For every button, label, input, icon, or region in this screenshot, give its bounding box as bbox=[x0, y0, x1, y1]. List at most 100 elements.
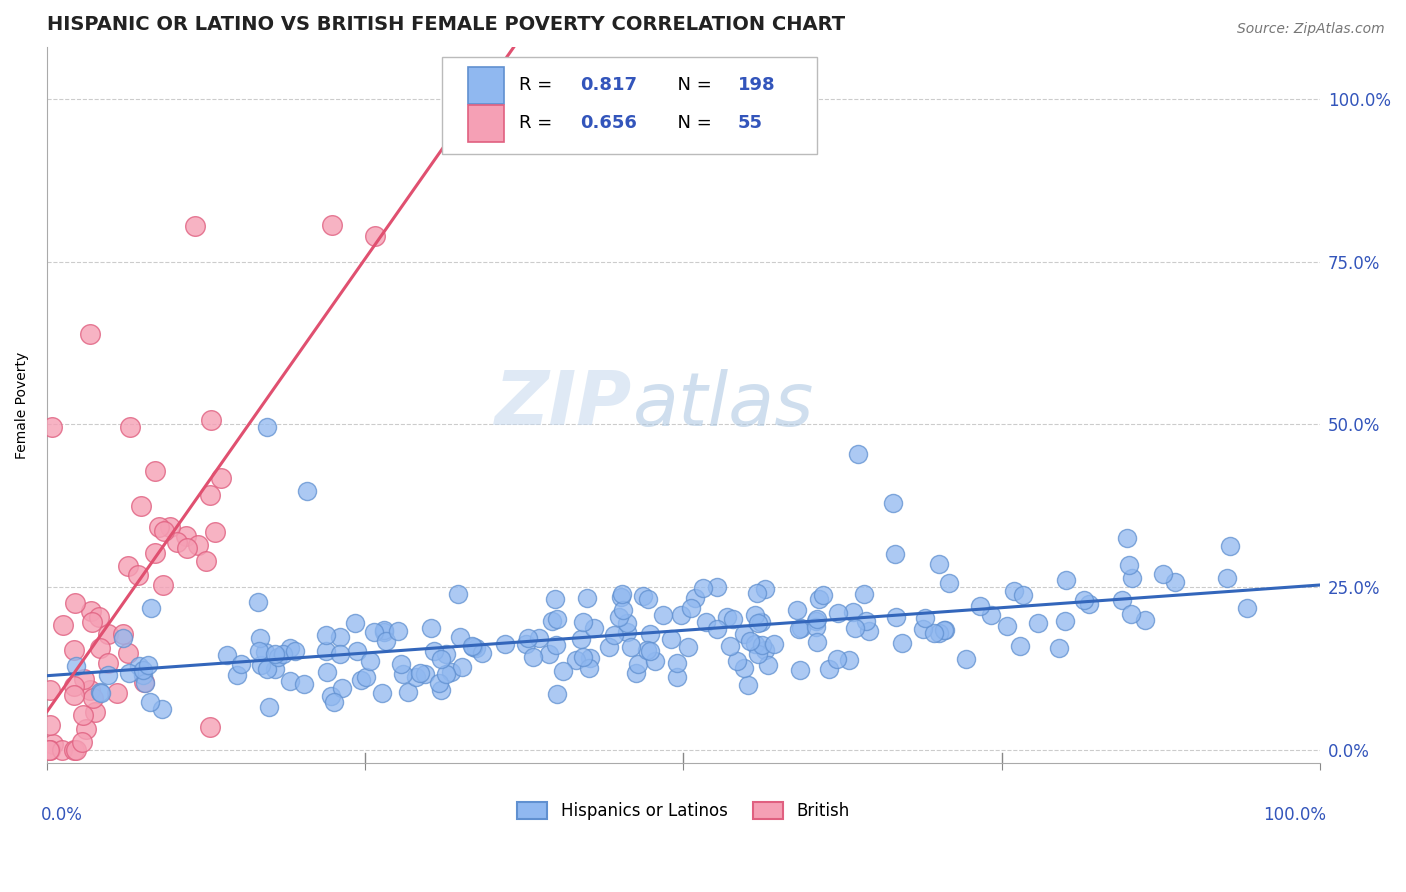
Point bbox=[1047, 640, 1070, 655]
Point bbox=[725, 654, 748, 668]
Point bbox=[683, 591, 706, 605]
Point bbox=[256, 662, 278, 676]
FancyBboxPatch shape bbox=[468, 67, 503, 104]
Point bbox=[65, 743, 87, 757]
Point bbox=[321, 689, 343, 703]
Point bbox=[1078, 598, 1101, 612]
Point bbox=[375, 633, 398, 648]
Point bbox=[582, 622, 605, 636]
Point bbox=[756, 657, 779, 672]
Point bbox=[638, 627, 661, 641]
Point bbox=[546, 612, 568, 626]
Point bbox=[1111, 593, 1133, 607]
Point bbox=[117, 559, 139, 574]
Point bbox=[97, 668, 120, 682]
Point bbox=[578, 661, 600, 675]
Text: HISPANIC OR LATINO VS BRITISH FEMALE POVERTY CORRELATION CHART: HISPANIC OR LATINO VS BRITISH FEMALE POV… bbox=[46, 15, 845, 34]
Point bbox=[128, 659, 150, 673]
Point bbox=[413, 667, 436, 681]
Point bbox=[267, 650, 290, 665]
Point bbox=[607, 609, 630, 624]
Point bbox=[790, 621, 813, 635]
Point bbox=[63, 743, 86, 757]
Point bbox=[695, 615, 717, 629]
Point bbox=[447, 586, 470, 600]
Point bbox=[515, 637, 537, 651]
Point bbox=[1121, 571, 1143, 585]
Point bbox=[1054, 614, 1077, 628]
Point bbox=[264, 662, 287, 676]
Point bbox=[63, 679, 86, 693]
Point bbox=[747, 616, 769, 631]
Point bbox=[636, 643, 658, 657]
Point bbox=[211, 471, 233, 485]
Point bbox=[39, 717, 62, 731]
Point bbox=[97, 656, 120, 670]
Point bbox=[461, 640, 484, 654]
Point bbox=[1164, 574, 1187, 589]
Point bbox=[692, 581, 714, 595]
Point bbox=[749, 615, 772, 629]
Point bbox=[912, 622, 935, 636]
Point bbox=[955, 652, 977, 666]
Point bbox=[517, 631, 540, 645]
Point bbox=[938, 576, 960, 591]
Point bbox=[65, 596, 87, 610]
Point bbox=[152, 702, 174, 716]
Point bbox=[38, 743, 60, 757]
Point bbox=[786, 603, 808, 617]
Point bbox=[315, 665, 337, 679]
Point bbox=[80, 615, 103, 630]
Point bbox=[105, 686, 128, 700]
Point bbox=[578, 650, 600, 665]
Point bbox=[529, 631, 551, 645]
Point bbox=[610, 587, 633, 601]
Point bbox=[928, 625, 950, 640]
Point bbox=[932, 623, 955, 637]
Point bbox=[42, 737, 65, 751]
Point bbox=[541, 614, 564, 628]
Point bbox=[1216, 571, 1239, 585]
Text: R =: R = bbox=[519, 77, 558, 95]
Point bbox=[278, 673, 301, 688]
Point bbox=[65, 658, 87, 673]
Point bbox=[855, 615, 877, 629]
Point bbox=[356, 670, 378, 684]
Point bbox=[132, 663, 155, 677]
Point bbox=[396, 685, 419, 699]
Point bbox=[721, 612, 744, 626]
Point bbox=[762, 637, 785, 651]
Point bbox=[637, 591, 659, 606]
Point bbox=[70, 735, 93, 749]
Text: Source: ZipAtlas.com: Source: ZipAtlas.com bbox=[1237, 22, 1385, 37]
Point bbox=[82, 690, 104, 705]
Point bbox=[665, 656, 688, 670]
Point bbox=[363, 625, 385, 640]
Point bbox=[231, 657, 253, 672]
Point bbox=[1073, 593, 1095, 607]
Point bbox=[891, 635, 914, 649]
Point bbox=[127, 567, 149, 582]
Point bbox=[825, 652, 848, 666]
Point bbox=[186, 538, 208, 552]
Point bbox=[387, 624, 409, 638]
Point bbox=[886, 609, 908, 624]
Point bbox=[63, 688, 86, 702]
Point bbox=[612, 603, 634, 617]
Point bbox=[564, 653, 586, 667]
Point bbox=[204, 525, 226, 540]
Point bbox=[546, 687, 568, 701]
Point bbox=[681, 601, 703, 615]
Point bbox=[132, 674, 155, 689]
Point bbox=[87, 610, 110, 624]
Point bbox=[329, 647, 352, 661]
Point bbox=[264, 647, 287, 661]
Point bbox=[271, 647, 294, 661]
Point bbox=[120, 419, 142, 434]
Point bbox=[804, 620, 827, 634]
Point bbox=[818, 662, 841, 676]
Point bbox=[440, 665, 463, 680]
Point bbox=[995, 619, 1018, 633]
Point bbox=[1002, 584, 1025, 599]
Point bbox=[450, 659, 472, 673]
